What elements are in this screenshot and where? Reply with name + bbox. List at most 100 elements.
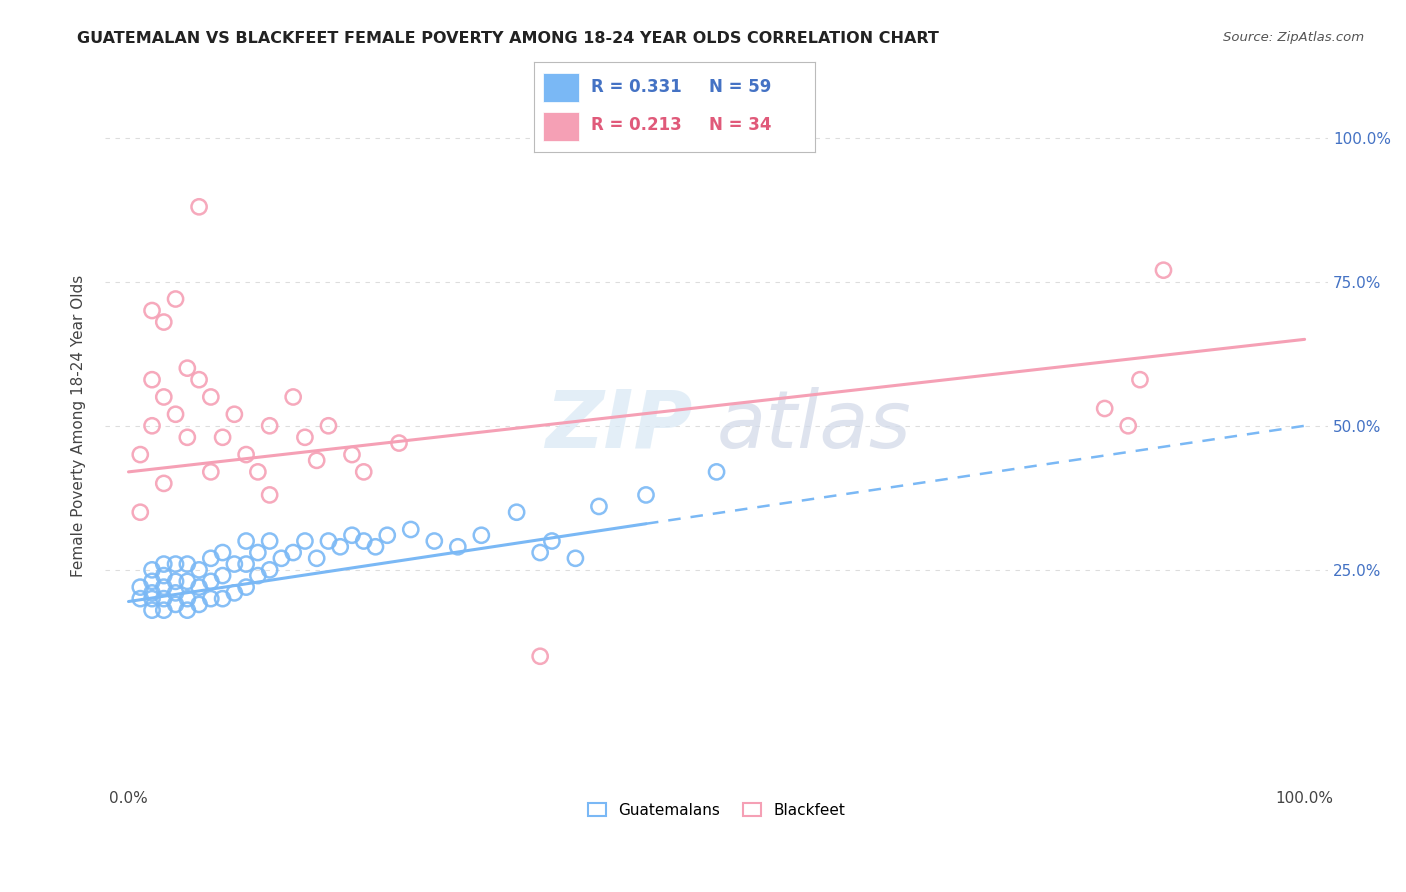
Bar xyxy=(543,112,579,141)
Point xyxy=(259,534,281,549)
Point xyxy=(152,580,174,594)
Point xyxy=(141,303,163,318)
Point xyxy=(246,545,269,559)
Point xyxy=(176,591,198,606)
Point xyxy=(141,586,163,600)
Point xyxy=(340,448,363,462)
Point xyxy=(165,292,187,306)
Point xyxy=(188,373,211,387)
Point xyxy=(211,568,233,582)
Point xyxy=(211,430,233,444)
Point xyxy=(235,557,257,571)
Point xyxy=(235,448,257,462)
Point xyxy=(1129,373,1152,387)
Point xyxy=(224,407,246,421)
Point xyxy=(188,580,211,594)
Text: Source: ZipAtlas.com: Source: ZipAtlas.com xyxy=(1223,31,1364,45)
Point xyxy=(270,551,292,566)
Point xyxy=(1116,418,1139,433)
Point xyxy=(129,448,152,462)
Point xyxy=(305,453,328,467)
Point xyxy=(152,591,174,606)
Point xyxy=(200,591,222,606)
Point xyxy=(176,361,198,376)
Text: R = 0.331: R = 0.331 xyxy=(591,78,682,95)
Point xyxy=(634,488,657,502)
Point xyxy=(588,500,610,514)
Point xyxy=(200,574,222,589)
Point xyxy=(294,430,316,444)
Point xyxy=(259,418,281,433)
Point xyxy=(283,390,305,404)
Point xyxy=(141,603,163,617)
Point xyxy=(188,598,211,612)
Text: GUATEMALAN VS BLACKFEET FEMALE POVERTY AMONG 18-24 YEAR OLDS CORRELATION CHART: GUATEMALAN VS BLACKFEET FEMALE POVERTY A… xyxy=(77,31,939,46)
Point xyxy=(141,591,163,606)
Point xyxy=(364,540,387,554)
Point xyxy=(152,568,174,582)
Point xyxy=(246,465,269,479)
Point xyxy=(200,390,222,404)
Point xyxy=(152,476,174,491)
Text: R = 0.213: R = 0.213 xyxy=(591,116,682,134)
Point xyxy=(235,534,257,549)
Point xyxy=(706,465,728,479)
Y-axis label: Female Poverty Among 18-24 Year Olds: Female Poverty Among 18-24 Year Olds xyxy=(72,275,86,577)
Point xyxy=(165,407,187,421)
Point xyxy=(165,557,187,571)
Point xyxy=(329,540,352,554)
Point xyxy=(259,488,281,502)
Point xyxy=(141,373,163,387)
Point xyxy=(165,598,187,612)
Point xyxy=(165,574,187,589)
Point xyxy=(529,545,551,559)
Point xyxy=(176,574,198,589)
Text: N = 34: N = 34 xyxy=(709,116,770,134)
Point xyxy=(141,574,163,589)
Point xyxy=(1153,263,1175,277)
Point xyxy=(375,528,398,542)
Point xyxy=(447,540,470,554)
Point xyxy=(305,551,328,566)
Point xyxy=(318,418,340,433)
Bar xyxy=(543,73,579,102)
Point xyxy=(259,563,281,577)
Point xyxy=(224,586,246,600)
Point xyxy=(353,534,375,549)
Point xyxy=(283,545,305,559)
Point xyxy=(152,315,174,329)
Point xyxy=(165,586,187,600)
Point xyxy=(353,465,375,479)
Point xyxy=(152,557,174,571)
Point xyxy=(340,528,363,542)
Point xyxy=(141,418,163,433)
Point xyxy=(200,465,222,479)
Text: N = 59: N = 59 xyxy=(709,78,770,95)
Text: atlas: atlas xyxy=(717,387,911,465)
Point xyxy=(211,591,233,606)
Point xyxy=(176,430,198,444)
Point xyxy=(235,580,257,594)
Point xyxy=(129,580,152,594)
Text: ZIP: ZIP xyxy=(544,387,692,465)
Point xyxy=(423,534,446,549)
Point xyxy=(564,551,586,566)
Point xyxy=(188,200,211,214)
Point xyxy=(224,557,246,571)
Point xyxy=(129,505,152,519)
Point xyxy=(294,534,316,549)
Point xyxy=(188,563,211,577)
Legend: Guatemalans, Blackfeet: Guatemalans, Blackfeet xyxy=(581,795,853,825)
Point xyxy=(152,390,174,404)
Point xyxy=(318,534,340,549)
Point xyxy=(505,505,527,519)
Point xyxy=(529,649,551,664)
Point xyxy=(1094,401,1116,416)
Point xyxy=(211,545,233,559)
Point xyxy=(141,563,163,577)
Point xyxy=(129,591,152,606)
Point xyxy=(470,528,492,542)
Point xyxy=(541,534,564,549)
Point xyxy=(176,557,198,571)
Point xyxy=(200,551,222,566)
